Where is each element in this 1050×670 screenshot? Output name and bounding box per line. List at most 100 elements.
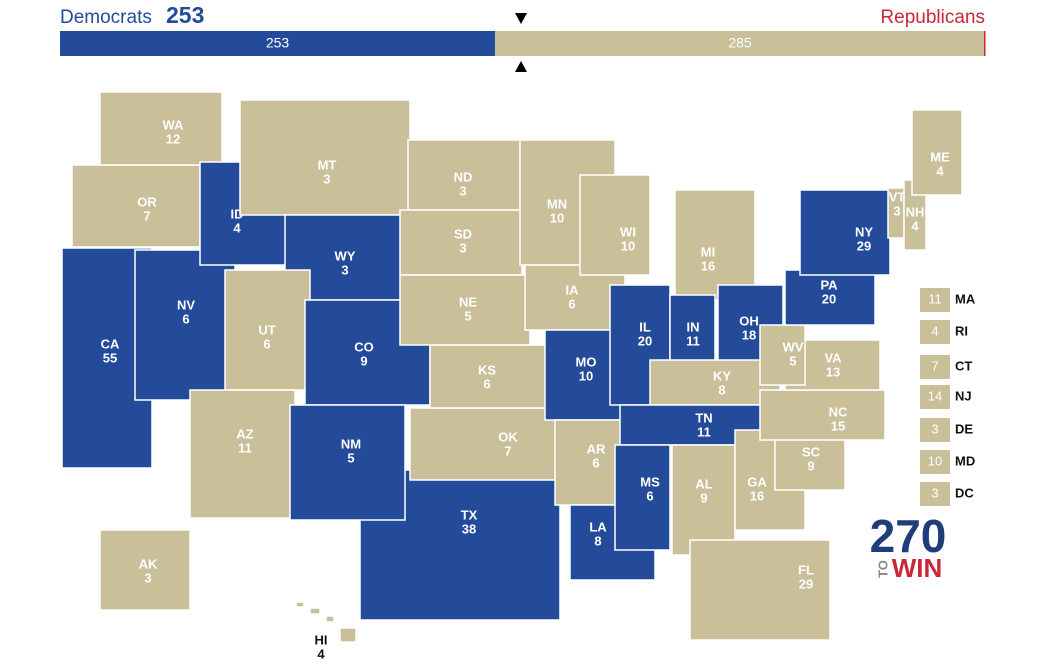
state-votes: 6 (568, 296, 575, 311)
state-abbr: CO (354, 339, 374, 354)
state-votes: 16 (750, 488, 764, 503)
state-votes: 6 (483, 376, 490, 391)
state-abbr: AR (587, 441, 606, 456)
state-tile (920, 482, 950, 506)
state-votes: 4 (233, 220, 241, 235)
state-abbr: WY (335, 248, 356, 263)
state-shape (289, 404, 406, 521)
dem-total: 253 (166, 2, 204, 28)
state-shape (784, 269, 876, 326)
state-votes: 4 (936, 163, 944, 178)
state-shape (99, 91, 223, 166)
state-shape (759, 324, 806, 386)
state-shape (407, 139, 521, 211)
state-votes: 3 (341, 262, 348, 277)
state-tile (920, 385, 950, 409)
state-tile (920, 418, 950, 442)
state-votes: 9 (360, 353, 367, 368)
state-votes: 10 (621, 238, 635, 253)
state-abbr: OR (137, 194, 157, 209)
state-votes: 20 (822, 291, 836, 306)
tile-abbr: RI (955, 323, 968, 338)
state-shape (71, 164, 201, 248)
bar-label: 253 (266, 35, 290, 51)
state-votes: 11 (238, 440, 252, 455)
state-abbr: NC (829, 404, 848, 419)
state-votes: 3 (459, 183, 466, 198)
state-votes: 7 (504, 443, 511, 458)
state-abbr: NV (177, 297, 195, 312)
state-abbr: SD (454, 226, 472, 241)
state-abbr: CA (101, 336, 120, 351)
state-votes: 6 (646, 488, 653, 503)
logo-win: WIN (892, 553, 943, 583)
tally-bar: 253 285 (60, 31, 986, 56)
state-abbr: OK (498, 429, 518, 444)
state-votes: 10 (579, 368, 593, 383)
state-shape (674, 189, 756, 301)
dem-label: Democrats (60, 7, 152, 28)
state-abbr: MS (640, 474, 660, 489)
state-abbr: NH (906, 204, 925, 219)
state-shape (689, 539, 831, 641)
state-tile (920, 450, 950, 474)
state-abbr: PA (820, 277, 838, 292)
state-shape (799, 189, 891, 276)
state-votes: 6 (263, 336, 270, 351)
state-abbr: NY (855, 224, 873, 239)
state-abbr: IA (566, 282, 580, 297)
tile-abbr: NJ (955, 388, 972, 403)
state-votes: 5 (464, 308, 471, 323)
state-abbr: VA (824, 350, 842, 365)
logo-number: 270 (870, 510, 947, 562)
state-abbr: ME (930, 149, 950, 164)
tile-abbr: DC (955, 485, 974, 500)
state-tile (920, 288, 950, 312)
state-votes: 29 (857, 238, 871, 253)
tile-abbr: DE (955, 421, 973, 436)
state-abbr: AZ (236, 426, 253, 441)
state-votes: 3 (323, 171, 330, 186)
state-votes: 10 (550, 210, 564, 225)
state-votes: 20 (638, 333, 652, 348)
logo-to: TO (875, 560, 890, 578)
state-shape (325, 615, 335, 623)
state-abbr: TN (695, 410, 712, 425)
state-shape (399, 209, 523, 276)
marker-bottom (515, 61, 527, 72)
state-abbr: AL (695, 476, 712, 491)
logo: 270 TO WIN (870, 510, 947, 583)
state-shape (295, 601, 305, 608)
state-abbr: FL (798, 562, 814, 577)
bar-segment (494, 31, 985, 56)
state-votes: 11 (697, 424, 711, 439)
state-shape (189, 389, 296, 519)
state-abbr: UT (258, 322, 275, 337)
small-states: 11 MA 4 RI 7 CT 14 NJ 3 DE 10 MD 3 DC (920, 288, 976, 506)
state-shape (579, 174, 651, 276)
state-votes: 55 (103, 350, 117, 365)
state-abbr: MN (547, 196, 567, 211)
state-votes: 5 (789, 353, 796, 368)
state-votes: 3 (144, 570, 151, 585)
state-abbr: OH (739, 313, 759, 328)
state-shape (409, 407, 559, 481)
state-shape (614, 444, 671, 551)
state-votes: 29 (799, 576, 813, 591)
state-abbr: MO (576, 354, 597, 369)
state-tile (920, 320, 950, 344)
state-votes: 6 (592, 455, 599, 470)
bar-end (984, 31, 986, 56)
rep-label: Republicans (880, 7, 985, 28)
bar-segment (60, 31, 495, 56)
state-shape (911, 109, 963, 196)
state-abbr: NE (459, 294, 477, 309)
state-shape (759, 389, 886, 441)
state-shape (339, 627, 357, 643)
state-votes: 15 (831, 418, 845, 433)
state-shape (99, 529, 191, 611)
state-abbr: MT (318, 157, 337, 172)
marker-top (515, 13, 527, 24)
state-votes: 11 (686, 333, 700, 348)
